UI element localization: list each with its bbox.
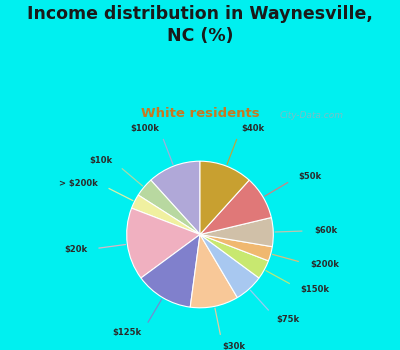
- Text: White residents: White residents: [141, 107, 259, 120]
- Text: $10k: $10k: [90, 156, 113, 165]
- Wedge shape: [190, 234, 237, 308]
- Wedge shape: [127, 208, 200, 278]
- Text: > $200k: > $200k: [60, 178, 98, 188]
- Text: $150k: $150k: [300, 285, 329, 294]
- Wedge shape: [200, 161, 249, 234]
- Text: $60k: $60k: [314, 226, 337, 235]
- Wedge shape: [200, 234, 272, 261]
- Text: $100k: $100k: [130, 124, 159, 133]
- Wedge shape: [200, 180, 271, 234]
- Wedge shape: [200, 217, 273, 247]
- Text: $125k: $125k: [113, 328, 142, 337]
- Wedge shape: [138, 180, 200, 234]
- Text: $40k: $40k: [241, 124, 264, 133]
- Text: $30k: $30k: [223, 342, 246, 350]
- Wedge shape: [151, 161, 200, 234]
- Wedge shape: [200, 234, 268, 278]
- Text: City-Data.com: City-Data.com: [280, 111, 344, 120]
- Text: $50k: $50k: [298, 172, 321, 181]
- Wedge shape: [141, 234, 200, 307]
- Text: $20k: $20k: [64, 245, 87, 254]
- Text: $200k: $200k: [310, 260, 339, 269]
- Text: $75k: $75k: [276, 315, 300, 324]
- Wedge shape: [132, 195, 200, 234]
- Text: Income distribution in Waynesville,
NC (%): Income distribution in Waynesville, NC (…: [27, 5, 373, 46]
- Wedge shape: [200, 234, 259, 298]
